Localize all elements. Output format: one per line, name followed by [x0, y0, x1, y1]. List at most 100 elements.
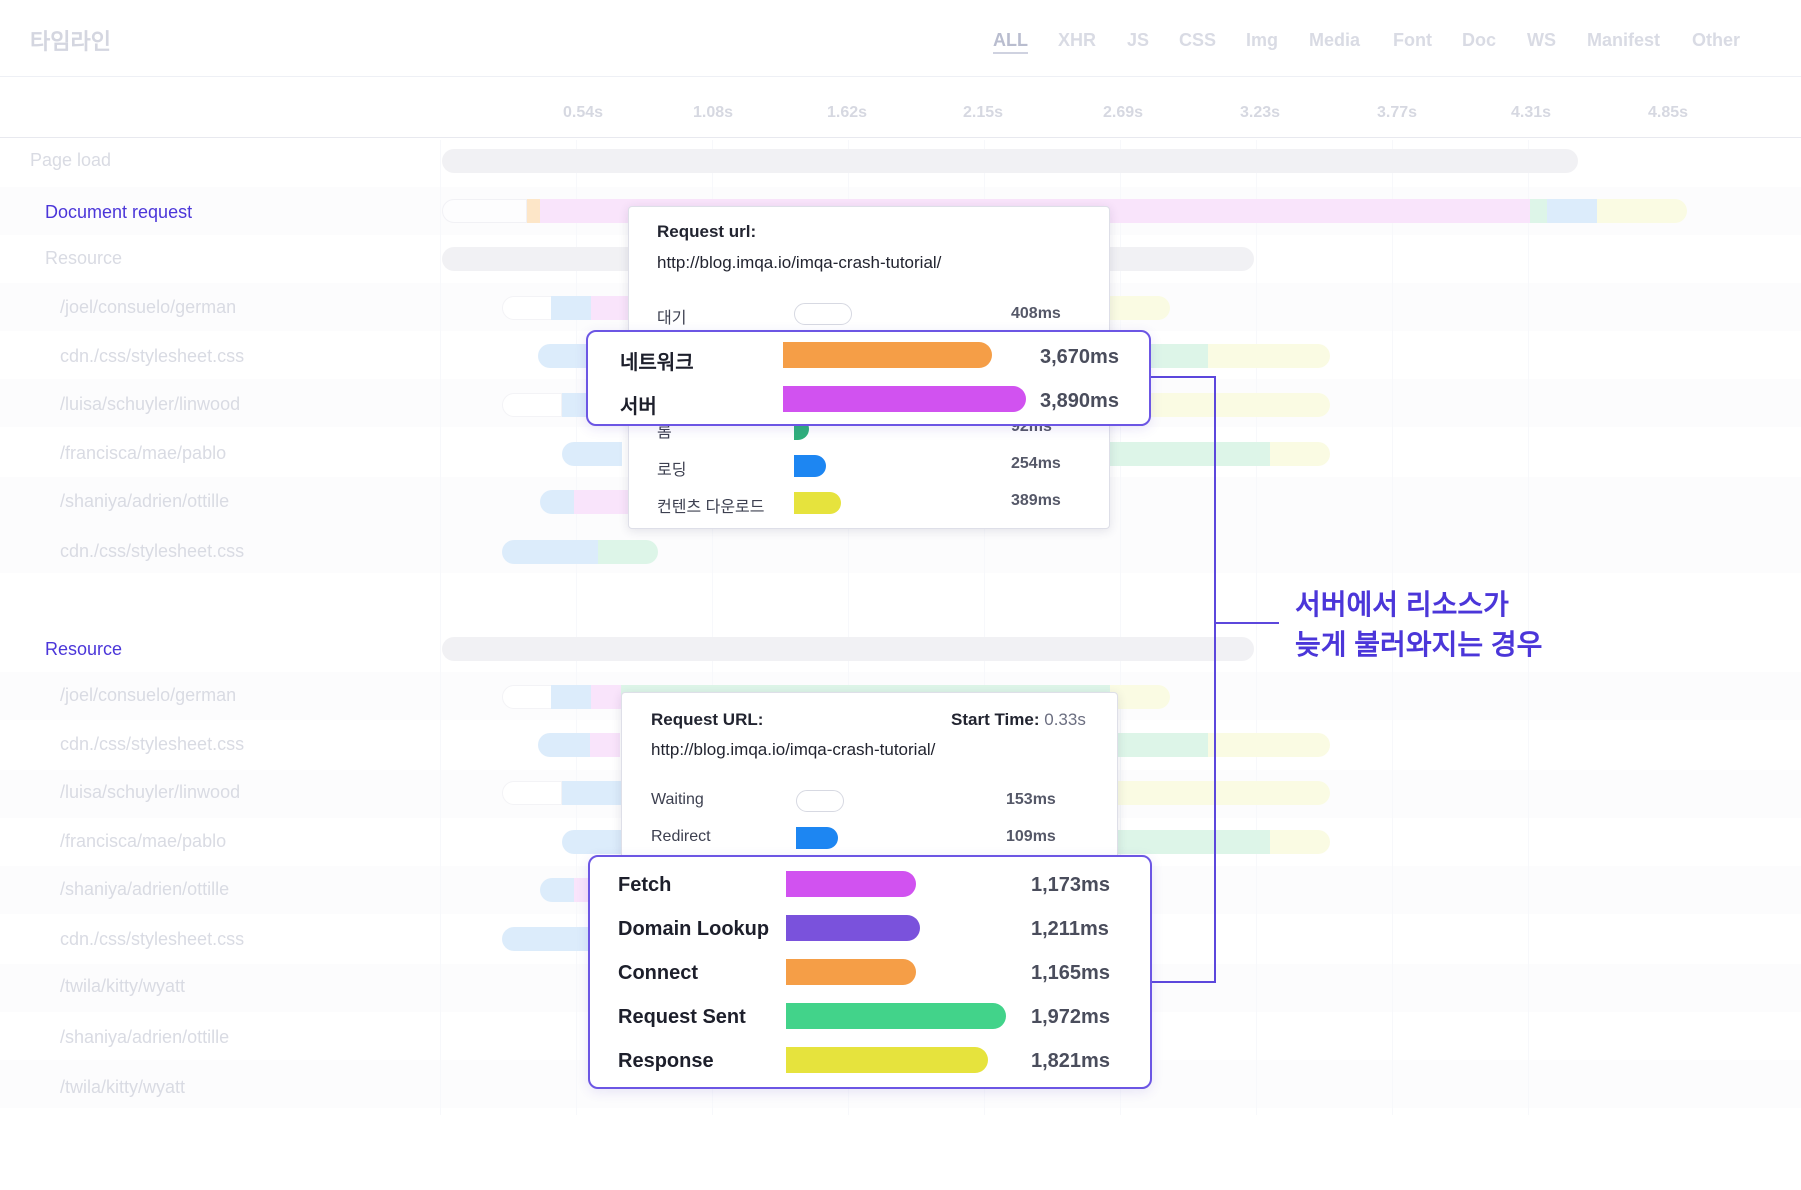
timing-segment	[1110, 296, 1170, 320]
filter-ws[interactable]: WS	[1527, 30, 1556, 50]
timing-segment	[1208, 344, 1330, 368]
gridline	[1256, 140, 1257, 1115]
timing-segment	[502, 927, 598, 951]
connector-line	[1151, 376, 1216, 378]
timing-label-loading: 로딩	[657, 462, 687, 479]
axis-divider	[0, 137, 1801, 138]
highlight-label-server: 서버	[620, 396, 657, 418]
timing-segment	[1118, 781, 1330, 805]
callout-line-2: 늦게 불러와지는 경우	[1295, 629, 1543, 660]
highlight-bar-domain-lookup	[786, 915, 920, 941]
timing-segment	[1530, 199, 1547, 223]
request-url-heading: Request url:	[657, 222, 757, 241]
type-filter-bar: ALL XHR JS CSS Img Media Font Doc WS Man…	[0, 30, 1801, 54]
timing-segment	[562, 830, 622, 854]
gridline	[1120, 140, 1121, 1115]
timing-segment	[591, 296, 631, 320]
timing-value-redirect: 109ms	[1006, 828, 1056, 845]
timing-segment	[502, 393, 562, 417]
timing-segment	[540, 490, 574, 514]
gridline	[440, 140, 441, 1115]
timing-segment	[1118, 830, 1270, 854]
highlight-label-request-sent: Request Sent	[618, 1006, 746, 1028]
highlight-label-connect: Connect	[618, 962, 698, 984]
filter-all[interactable]: ALL	[993, 30, 1028, 54]
highlight-label-domain-lookup: Domain Lookup	[618, 918, 770, 940]
request-tooltip-english: Request URL: Start Time: 0.33s http://bl…	[621, 692, 1118, 862]
highlight-value-connect: 1,165ms	[1031, 962, 1110, 984]
timing-segment	[1547, 199, 1597, 223]
request-url-value: http://blog.imqa.io/imqa-crash-tutorial/	[657, 253, 942, 272]
gridline	[848, 140, 849, 1115]
time-tick: 3.23s	[1239, 104, 1281, 121]
highlight-bar-connect	[786, 959, 916, 985]
timing-segment	[502, 781, 562, 805]
highlight-box-network-server: 네트워크 3,670ms 서버 3,890ms	[586, 330, 1151, 426]
request-url-heading: Request URL:	[651, 710, 764, 729]
resource-row-label: cdn./css/stylesheet.css	[60, 734, 245, 754]
filter-other[interactable]: Other	[1692, 30, 1741, 50]
filter-manifest[interactable]: Manifest	[1587, 30, 1661, 50]
filter-doc[interactable]: Doc	[1462, 30, 1497, 50]
filter-media[interactable]: Media	[1309, 30, 1361, 50]
gridline	[1528, 140, 1529, 1115]
timing-segment	[562, 781, 622, 805]
resource-row-label: /luisa/schuyler/linwood	[60, 782, 241, 802]
connector-line	[1214, 376, 1216, 983]
filter-xhr[interactable]: XHR	[1058, 30, 1097, 50]
start-time: Start Time: 0.33s	[951, 710, 1086, 730]
timing-segment	[1110, 442, 1270, 466]
timing-value-waiting: 153ms	[1006, 791, 1056, 808]
filter-font[interactable]: Font	[1393, 30, 1432, 50]
time-tick: 0.54s	[562, 104, 604, 121]
timing-segment	[562, 442, 622, 466]
resource-row-label: cdn./css/stylesheet.css	[60, 541, 245, 561]
gridline	[712, 140, 713, 1115]
timing-segment	[551, 296, 591, 320]
filter-img[interactable]: Img	[1246, 30, 1279, 50]
highlight-label-fetch: Fetch	[618, 874, 672, 896]
highlight-label-response: Response	[618, 1050, 714, 1072]
timing-segment	[442, 199, 527, 223]
row-label-page-load: Page load	[30, 150, 112, 170]
timing-bar-wait	[794, 303, 852, 325]
connector-line	[1214, 622, 1279, 624]
connector-line	[1152, 981, 1216, 983]
resource-row-label: /shaniya/adrien/ottille	[60, 491, 230, 511]
timing-segment	[574, 490, 628, 514]
timing-segment	[1270, 830, 1330, 854]
highlight-box-phases: Fetch 1,173ms Domain Lookup 1,211ms Conn…	[588, 855, 1152, 1089]
timing-value-wait: 408ms	[1011, 305, 1061, 322]
timing-label-content-download: 컨텐츠 다운로드	[657, 499, 765, 516]
filter-css[interactable]: CSS	[1179, 30, 1217, 50]
start-time-label: Start Time:	[951, 710, 1040, 729]
row-label-resource[interactable]: Resource	[45, 248, 123, 268]
highlight-label-network: 네트워크	[620, 352, 694, 374]
timing-label-redirect: Redirect	[651, 828, 711, 845]
callout-line-1: 서버에서 리소스가	[1295, 589, 1509, 620]
row-label-document-request[interactable]: Document request	[45, 202, 193, 222]
gridline	[1392, 140, 1393, 1115]
request-url-value: http://blog.imqa.io/imqa-crash-tutorial/	[651, 740, 936, 759]
resource-row-label: cdn./css/stylesheet.css	[60, 929, 245, 949]
resource-group-bar	[442, 637, 1254, 661]
resource-row-label: /francisca/mae/pablo	[60, 443, 227, 463]
timing-segment	[502, 540, 598, 564]
filter-js[interactable]: JS	[1127, 30, 1150, 50]
start-time-value: 0.33s	[1044, 710, 1086, 729]
highlight-value-domain-lookup: 1,211ms	[1031, 918, 1109, 940]
highlight-bar-server	[783, 386, 1026, 412]
timing-segment	[590, 733, 620, 757]
timing-bar-loading	[794, 455, 826, 477]
timing-segment	[1150, 393, 1330, 417]
resource-row-label: /twila/kitty/wyatt	[60, 1077, 186, 1097]
timing-bar-waiting	[796, 790, 844, 812]
row-background	[0, 525, 1801, 573]
time-tick: 2.15s	[962, 104, 1004, 121]
row-label-resource-highlighted[interactable]: Resource	[45, 639, 123, 659]
resource-row-label: cdn./css/stylesheet.css	[60, 346, 245, 366]
highlight-value-request-sent: 1,972ms	[1031, 1006, 1110, 1028]
timing-segment	[551, 685, 591, 709]
highlight-value-fetch: 1,173ms	[1031, 874, 1110, 896]
resource-row-label: /francisca/mae/pablo	[60, 831, 227, 851]
